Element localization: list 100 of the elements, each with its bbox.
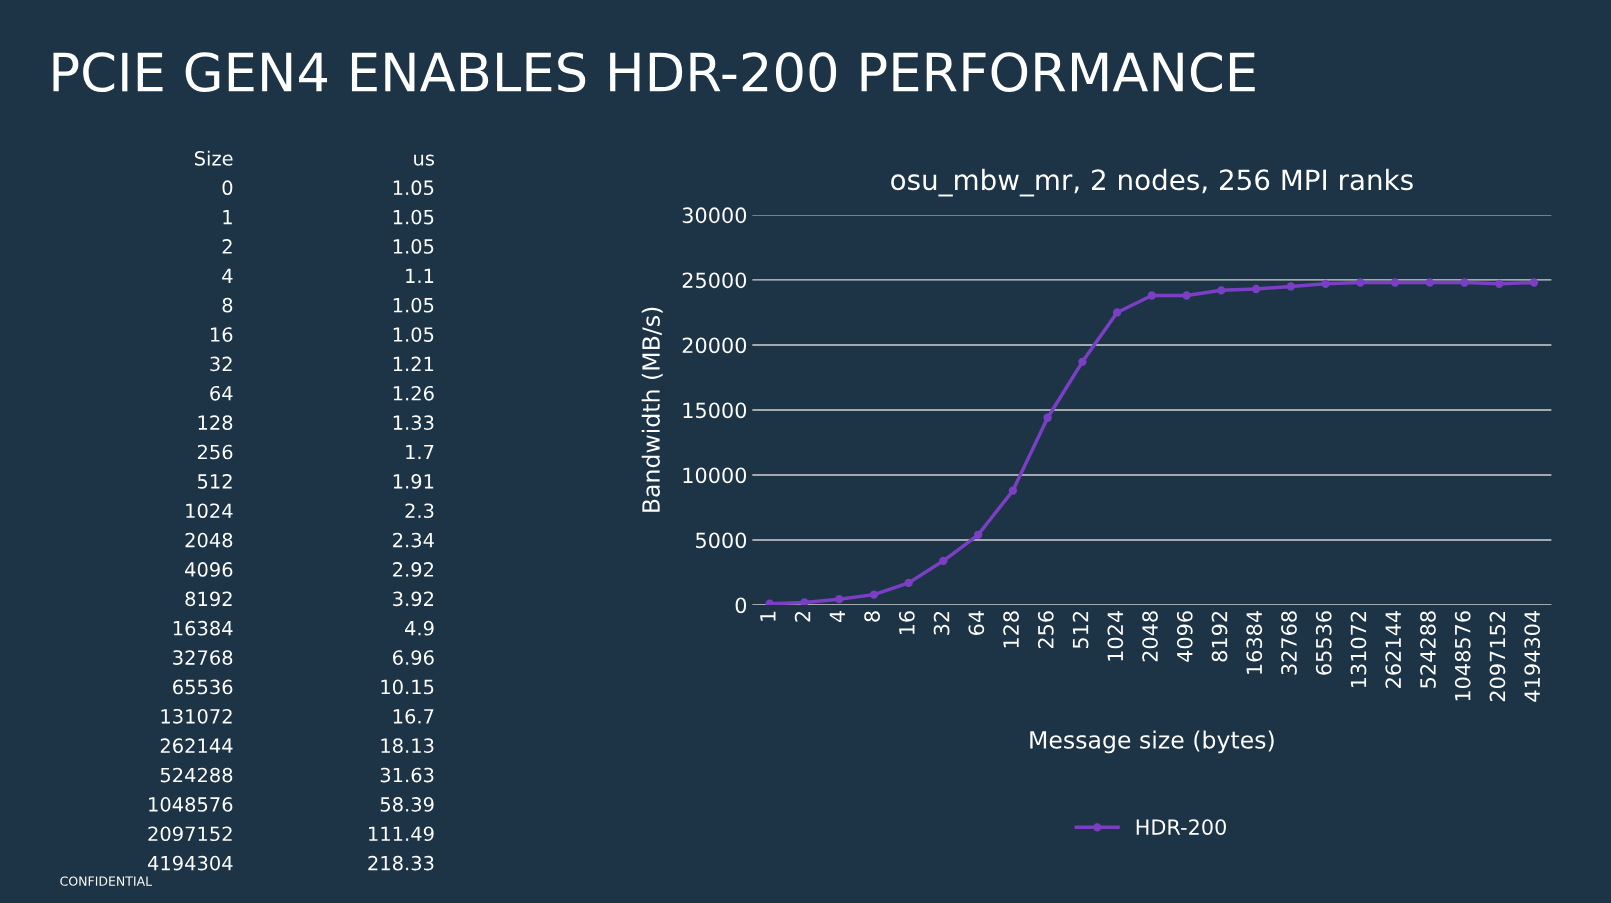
x-tick-label: 131072 bbox=[1350, 611, 1367, 688]
x-tick-label: 4096 bbox=[1176, 611, 1193, 662]
data-label: 18.13 bbox=[381, 738, 434, 754]
data-label: 2.34 bbox=[393, 532, 434, 548]
point bbox=[1425, 278, 1434, 287]
category-label: 2097152 bbox=[148, 826, 232, 842]
data-label: 31.63 bbox=[380, 767, 434, 783]
y-tick-label: 15000 bbox=[683, 402, 747, 419]
category-label: 0 bbox=[222, 180, 233, 196]
text: PCIE GEN4 ENABLES HDR-200 PERFORMANCE bbox=[53, 52, 1255, 93]
category-label: 32 bbox=[210, 356, 232, 372]
x-tick-label: 2097152 bbox=[1489, 611, 1506, 702]
data-label: 1.05 bbox=[393, 180, 434, 196]
data-label: 2.3 bbox=[405, 503, 434, 519]
point bbox=[1460, 278, 1469, 287]
x-tick-label: 256 bbox=[1037, 611, 1054, 649]
data-label: 1.05 bbox=[393, 327, 434, 342]
x-tick-label: 8 bbox=[864, 611, 880, 622]
category-label: 2048 bbox=[185, 532, 233, 548]
data-label: 1.26 bbox=[393, 385, 434, 401]
x-tick-label: 64 bbox=[968, 611, 985, 635]
y-tick-label: 20000 bbox=[682, 337, 747, 354]
y-tick-label: 0 bbox=[735, 597, 747, 614]
category-label: 256 bbox=[197, 444, 233, 460]
point bbox=[1321, 279, 1330, 288]
category-label: 64 bbox=[210, 385, 233, 401]
category-label: 512 bbox=[197, 474, 232, 489]
x-tick-label: 32 bbox=[933, 611, 950, 635]
x-tick-label: 4 bbox=[829, 611, 845, 623]
y-tick-label: 25000 bbox=[682, 272, 747, 289]
point bbox=[1390, 278, 1400, 287]
point bbox=[973, 530, 983, 539]
x-tick-label: 1 bbox=[760, 611, 776, 621]
data-label: 1.33 bbox=[393, 415, 434, 430]
point bbox=[1356, 278, 1365, 287]
point bbox=[1008, 486, 1018, 495]
category-label: 16 bbox=[210, 327, 233, 342]
data-label: 111.49 bbox=[369, 826, 434, 842]
category-label: 8192 bbox=[185, 591, 232, 607]
data-label: 1.05 bbox=[393, 209, 434, 225]
point bbox=[1495, 279, 1504, 288]
category-label: 2 bbox=[222, 239, 232, 254]
category-label: 1048576 bbox=[149, 797, 233, 812]
data-label: 16.7 bbox=[393, 708, 434, 724]
point bbox=[1286, 282, 1295, 291]
category-label: 128 bbox=[198, 415, 233, 430]
text: us bbox=[414, 154, 435, 166]
point bbox=[800, 598, 809, 606]
x-axis-title: Message size (bytes) bbox=[1030, 730, 1274, 754]
x-tick-label: 1024 bbox=[1107, 611, 1124, 661]
data-label: 218.33 bbox=[368, 855, 434, 871]
y-tick-label: 30000 bbox=[682, 207, 747, 224]
x-tick-label: 1048576 bbox=[1454, 611, 1471, 701]
x-tick-label: 262144 bbox=[1385, 611, 1402, 688]
y-tick-label: 10000 bbox=[683, 467, 747, 484]
data-label: 6.96 bbox=[393, 650, 434, 665]
data-label: 1.7 bbox=[406, 444, 434, 460]
category-label: 4096 bbox=[185, 562, 233, 577]
x-tick-label: 16 bbox=[898, 611, 915, 635]
data-label: 1.05 bbox=[393, 239, 434, 254]
data-label: 1.05 bbox=[393, 297, 434, 313]
x-tick-label: 8192 bbox=[1211, 611, 1228, 662]
category-label: 131072 bbox=[161, 708, 232, 724]
x-tick-label: 65536 bbox=[1315, 611, 1332, 675]
category-label: 262144 bbox=[160, 738, 233, 754]
point bbox=[939, 556, 948, 565]
x-tick-label: 512 bbox=[1072, 611, 1089, 649]
text: CONFIDENTIAL bbox=[60, 876, 153, 886]
point bbox=[1043, 413, 1052, 422]
category-label: 4 bbox=[222, 268, 233, 283]
legend-label: HDR-200 bbox=[1136, 819, 1226, 835]
data-label: 10.15 bbox=[381, 679, 434, 695]
data-label: 1.91 bbox=[393, 474, 434, 489]
category-label: 8 bbox=[222, 297, 233, 313]
data-label: 58.39 bbox=[380, 797, 434, 812]
category-label: 524288 bbox=[160, 767, 233, 783]
point bbox=[835, 594, 844, 604]
point bbox=[904, 578, 913, 588]
x-tick-label: 2 bbox=[794, 611, 811, 622]
x-tick-label: 32768 bbox=[1281, 611, 1297, 675]
point bbox=[1112, 308, 1122, 317]
x-tick-label: 4194304 bbox=[1524, 611, 1541, 702]
point bbox=[869, 590, 879, 599]
category-label: 1 bbox=[223, 209, 232, 225]
data-label: 3.92 bbox=[393, 591, 434, 607]
point bbox=[1217, 286, 1226, 295]
y-axis-title: Bandwidth (MB/s) bbox=[641, 307, 663, 512]
category-label: 1024 bbox=[186, 503, 233, 519]
point bbox=[1529, 278, 1539, 287]
data-label: 4.9 bbox=[405, 620, 434, 636]
point bbox=[1251, 284, 1261, 294]
x-tick-label: 2048 bbox=[1142, 611, 1158, 662]
point bbox=[1182, 291, 1191, 300]
x-tick-label: 524288 bbox=[1420, 611, 1436, 688]
x-tick-label: 128 bbox=[1003, 611, 1019, 648]
point bbox=[1147, 291, 1157, 300]
y-tick-label: 5000 bbox=[696, 532, 747, 549]
data-label: 1.21 bbox=[393, 356, 434, 371]
chart-title: osu_mbw_mr, 2 nodes, 256 MPI ranks bbox=[891, 168, 1413, 197]
point bbox=[765, 599, 774, 606]
